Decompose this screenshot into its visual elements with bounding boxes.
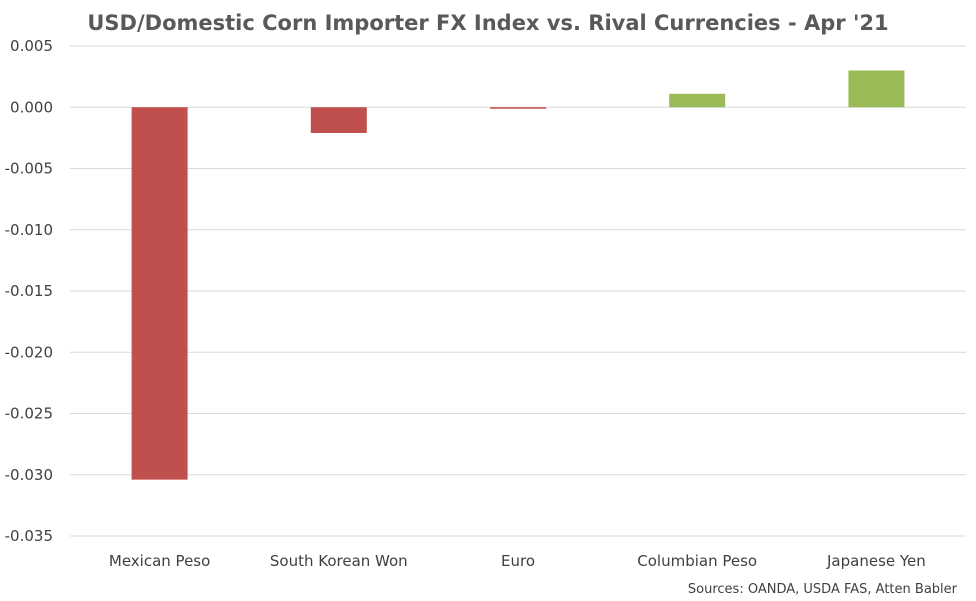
x-category-label: Mexican Peso [109,552,210,570]
bar-mexican-peso [131,107,188,480]
bar-columbian-peso [669,93,726,108]
y-tick-label: -0.030 [5,466,53,484]
y-tick-label: 0.005 [10,37,53,55]
y-tick-label: -0.015 [5,282,53,300]
y-tick-label: 0.000 [10,98,53,116]
bar-japanese-yen [848,70,905,108]
bar-euro [490,107,546,109]
y-tick-label: -0.025 [5,405,53,423]
y-axis-ticks: 0.005 0.000 -0.005 -0.010 -0.015 -0.020 -0.025… [5,37,53,545]
gridlines [70,45,966,537]
x-category-label: Columbian Peso [637,552,757,570]
y-tick-label: -0.035 [5,527,53,545]
bars [131,70,905,480]
x-category-label: Euro [501,552,535,570]
y-tick-label: -0.005 [5,160,53,178]
chart-title: USD/Domestic Corn Importer FX Index vs. … [87,11,888,35]
bar-south-korean-won [310,107,367,133]
x-category-label: South Korean Won [270,552,408,570]
x-axis-categories: Mexican Peso South Korean Won Euro Columbia… [109,552,926,570]
y-tick-label: -0.020 [5,343,53,361]
x-category-label: Japanese Yen [826,552,926,570]
source-note: Sources: OANDA, USDA FAS, Atten Babler [688,582,958,597]
y-tick-label: -0.010 [5,221,53,239]
